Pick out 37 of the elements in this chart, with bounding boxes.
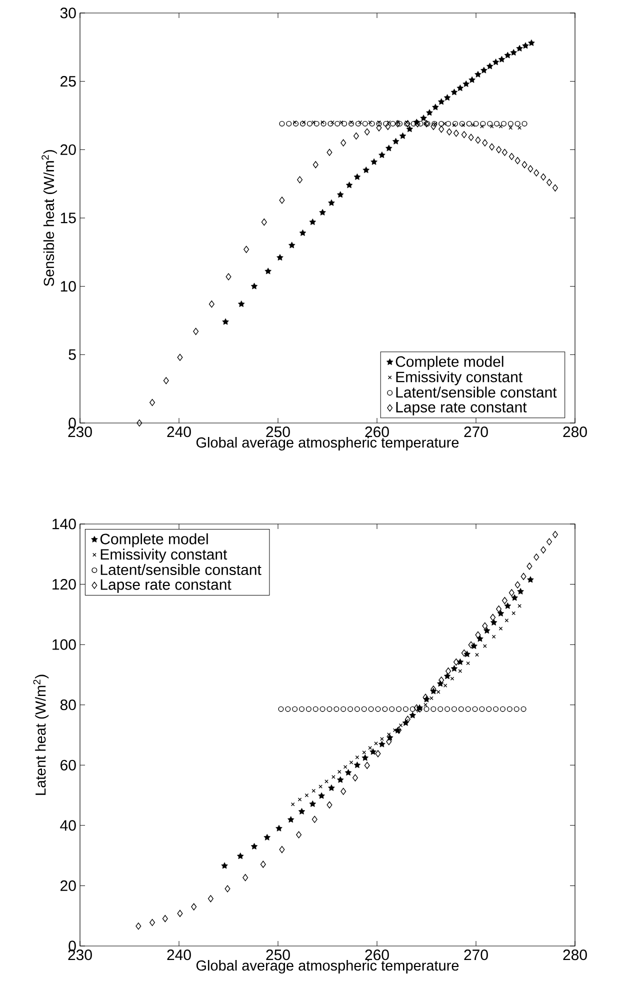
x-tick-label: 240 bbox=[167, 950, 191, 960]
y-tick-label: 15 bbox=[60, 212, 76, 224]
y-tick-label: 60 bbox=[60, 760, 76, 770]
y-tick-label: 25 bbox=[60, 76, 76, 87]
x-tick-label: 260 bbox=[365, 426, 389, 438]
x-tick-label: 230 bbox=[68, 426, 92, 438]
y-tick-label: 30 bbox=[60, 8, 76, 18]
y-tick-label: 100 bbox=[52, 639, 76, 650]
legend-label: Lapse rate constant bbox=[100, 579, 232, 593]
y-tick-label: 20 bbox=[60, 880, 76, 892]
y-tick-label: 40 bbox=[60, 820, 76, 831]
x-tick-label: 250 bbox=[266, 950, 290, 960]
x-tick-label: 250 bbox=[266, 426, 290, 438]
legend-label: Lapse rate constant bbox=[396, 402, 527, 416]
y-tick-label: 120 bbox=[52, 578, 76, 590]
legend-label: Latent/sensible constant bbox=[100, 564, 262, 576]
y-tick-label: 140 bbox=[52, 518, 76, 530]
x-tick-label: 240 bbox=[167, 426, 191, 438]
legend-label: Complete model bbox=[100, 533, 208, 548]
x-tick-label: 280 bbox=[563, 950, 587, 960]
y-axis-title: Sensible heat (W/m$^{2}$) bbox=[42, 150, 57, 286]
x-tick-label: 230 bbox=[68, 950, 92, 960]
x-axis-title: Global average atmospheric temperature bbox=[196, 960, 459, 974]
y-tick-label: 5 bbox=[68, 349, 76, 360]
legend-label: Complete model bbox=[396, 356, 504, 370]
legend-label: Emissivity constant bbox=[100, 548, 228, 563]
y-tick-label: 80 bbox=[60, 700, 76, 710]
x-axis-title: Global average atmospheric temperature bbox=[196, 437, 459, 451]
y-tick-label: 20 bbox=[60, 144, 76, 155]
legend-label: Latent/sensible constant bbox=[396, 386, 557, 398]
x-tick-label: 260 bbox=[365, 950, 389, 960]
y-axis-title: Latent heat (W/m$^{2}$) bbox=[33, 674, 49, 795]
x-tick-label: 270 bbox=[464, 426, 488, 438]
legend-label: Emissivity constant bbox=[396, 371, 522, 386]
x-tick-label: 270 bbox=[464, 950, 488, 960]
x-tick-label: 280 bbox=[563, 426, 587, 438]
y-tick-label: 10 bbox=[60, 281, 76, 292]
